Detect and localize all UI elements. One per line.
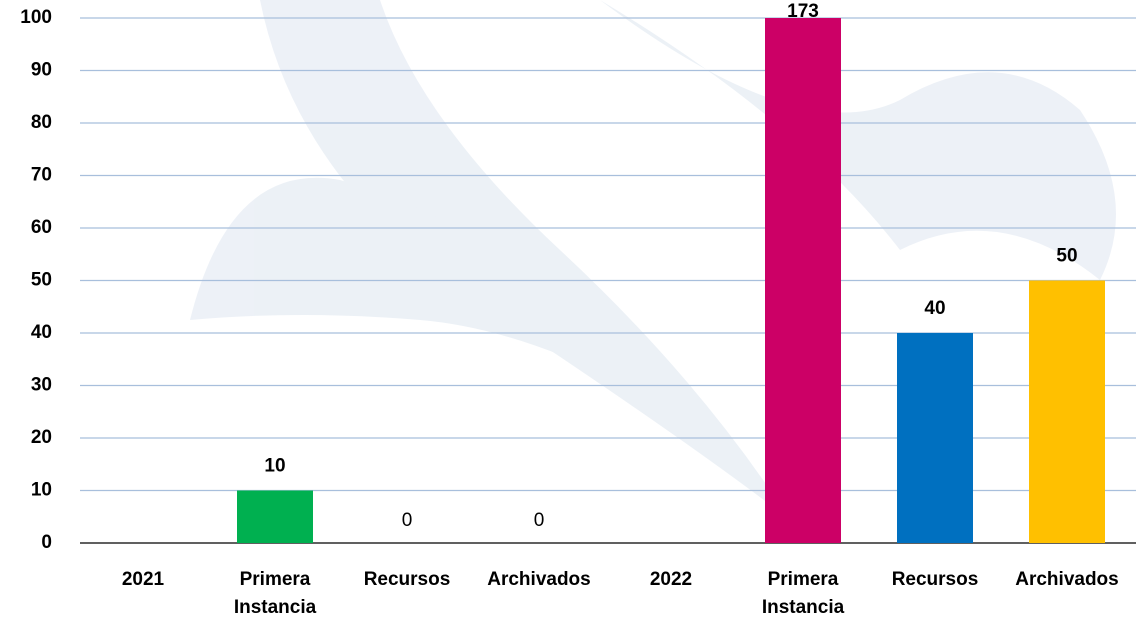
y-tick-label: 60 bbox=[31, 217, 52, 238]
value-label: 173 bbox=[787, 1, 819, 22]
x-tick-label: Archivados bbox=[487, 569, 590, 590]
bar bbox=[237, 490, 313, 543]
x-tick-label: Recursos bbox=[892, 569, 979, 590]
x-tick-label: Recursos bbox=[364, 569, 451, 590]
y-tick-label: 20 bbox=[31, 427, 52, 448]
x-tick-label: 2022 bbox=[650, 569, 692, 590]
x-tick-label: Archivados bbox=[1015, 569, 1118, 590]
y-tick-label: 100 bbox=[20, 7, 52, 28]
value-label: 50 bbox=[1056, 246, 1077, 267]
y-tick-label: 90 bbox=[31, 60, 52, 81]
value-label: 40 bbox=[924, 298, 945, 319]
x-tick-label: Primera Instancia bbox=[762, 569, 845, 618]
y-tick-label: 0 bbox=[41, 532, 52, 553]
y-tick-label: 40 bbox=[31, 322, 52, 343]
value-label: 0 bbox=[534, 510, 545, 531]
y-tick-label: 70 bbox=[31, 165, 52, 186]
bar bbox=[897, 333, 973, 543]
x-tick-label: Primera Instancia bbox=[234, 569, 317, 618]
value-label: 0 bbox=[402, 510, 413, 531]
y-tick-label: 10 bbox=[31, 480, 52, 501]
y-tick-label: 50 bbox=[31, 270, 52, 291]
bar bbox=[765, 18, 841, 543]
bar bbox=[1029, 280, 1105, 543]
x-tick-label: 2021 bbox=[122, 569, 165, 590]
value-label: 10 bbox=[264, 456, 285, 477]
y-tick-label: 80 bbox=[31, 112, 52, 133]
bars bbox=[237, 18, 1105, 543]
watermark bbox=[190, 0, 1116, 520]
y-tick-label: 30 bbox=[31, 375, 52, 396]
